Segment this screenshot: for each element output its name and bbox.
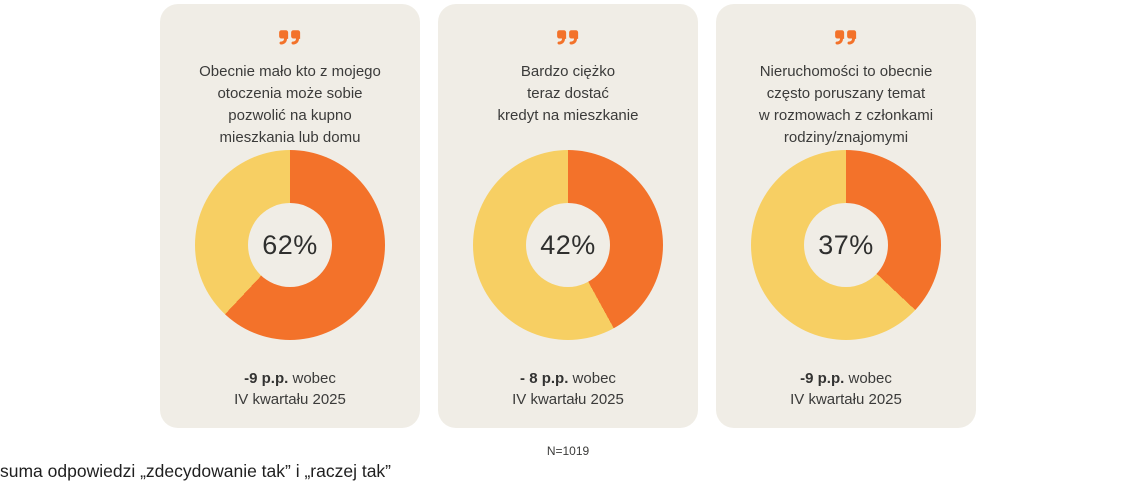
donut-center-value: 42% [540, 229, 596, 260]
quote-line: teraz dostać [527, 85, 609, 103]
donut-hole: 37% [804, 203, 888, 287]
delta-value: - 8 p.p. [520, 370, 569, 387]
cards-row: Obecnie mało kto z mojego otoczenia może… [160, 4, 976, 428]
quote-line: Bardzo ciężko [520, 63, 616, 81]
delta-value: -9 p.p. [800, 370, 845, 387]
footnote: suma odpowiedzi „zdecydowanie tak” i „ra… [0, 461, 391, 481]
donut-hole: 62% [248, 203, 332, 287]
quote-icon [274, 24, 306, 49]
quote-line: w rozmowach z członkami [758, 107, 934, 125]
quote-line: kredyt na mieszkanie [497, 107, 639, 125]
delta-value: -9 p.p. [244, 370, 289, 387]
sample-size-note: N=1019 [546, 444, 590, 458]
quote-line: często poruszany temat [766, 85, 926, 103]
delta-note: -9 p.p. wobec IV kwartału 2025 [234, 368, 346, 410]
donut-hole: 42% [526, 203, 610, 287]
delta-line-1: -9 p.p. wobec [790, 368, 902, 389]
delta-line-2: IV kwartału 2025 [234, 391, 346, 408]
delta-rest: wobec [568, 370, 616, 387]
quote-line: mieszkania lub domu [219, 129, 361, 147]
quote-line: pozwolić na kupno [228, 107, 352, 125]
quote-icon [552, 24, 584, 49]
donut-chart-3: 37% [751, 150, 941, 340]
quote-line: Nieruchomości to obecnie [759, 63, 933, 81]
quote-text: Bardzo ciężko teraz dostać kredyt na mie… [498, 61, 639, 150]
delta-line-2: IV kwartału 2025 [790, 391, 902, 408]
delta-line-1: - 8 p.p. wobec [512, 368, 624, 389]
quote-text: Obecnie mało kto z mojego otoczenia może… [199, 61, 381, 150]
quote-card-1: Obecnie mało kto z mojego otoczenia może… [160, 4, 420, 428]
quote-line: Obecnie mało kto z mojego [199, 63, 381, 81]
quote-card-3: Nieruchomości to obecnie często poruszan… [716, 4, 976, 428]
quote-line: otoczenia może sobie [217, 85, 363, 103]
delta-rest: wobec [844, 370, 892, 387]
delta-line-1: -9 p.p. wobec [234, 368, 346, 389]
donut-chart-1: 62% [195, 150, 385, 340]
delta-note: -9 p.p. wobec IV kwartału 2025 [790, 368, 902, 410]
quote-icon [830, 24, 862, 49]
quote-card-2: Bardzo ciężko teraz dostać kredyt na mie… [438, 4, 698, 428]
donut-chart-2: 42% [473, 150, 663, 340]
delta-rest: wobec [288, 370, 336, 387]
delta-line-2: IV kwartału 2025 [512, 391, 624, 408]
donut-center-value: 62% [262, 229, 318, 260]
quote-text: Nieruchomości to obecnie często poruszan… [759, 61, 933, 150]
delta-note: - 8 p.p. wobec IV kwartału 2025 [512, 368, 624, 410]
quote-line: rodziny/znajomymi [783, 129, 909, 147]
donut-center-value: 37% [818, 229, 874, 260]
